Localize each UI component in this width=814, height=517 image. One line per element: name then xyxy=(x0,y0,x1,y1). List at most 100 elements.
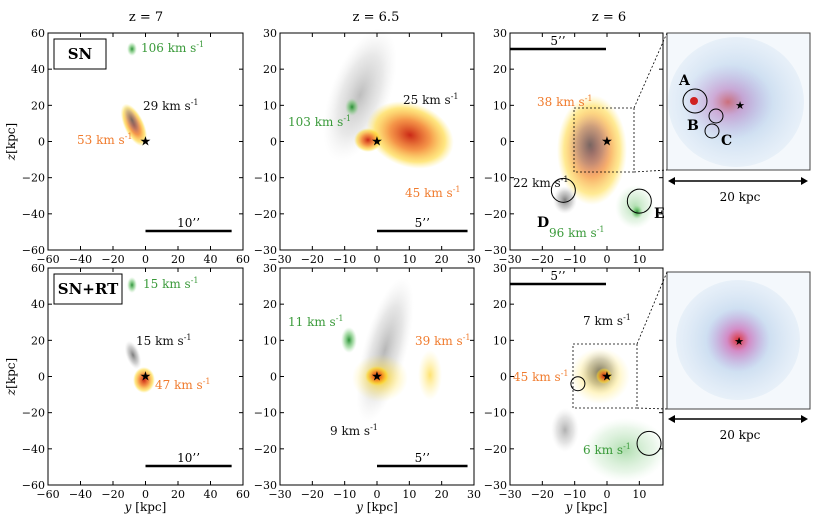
x-tick-label: 60 xyxy=(236,253,250,266)
green-gas-blob xyxy=(341,327,357,353)
clump-label-d: D xyxy=(537,215,549,231)
star-marker: ★ xyxy=(735,99,745,112)
clump-core xyxy=(690,97,698,105)
clump-circle-b xyxy=(708,108,724,124)
run-label-box xyxy=(53,38,107,70)
velocity-label: 15 km s-1 xyxy=(143,276,199,291)
velocity-label: 96 km s-1 xyxy=(549,225,605,240)
x-tick-label: 0 xyxy=(604,488,611,501)
y-tick-label: −40 xyxy=(22,443,45,456)
orange-gas-blob xyxy=(365,366,389,386)
clump-label-c: C xyxy=(721,133,732,149)
x-axis-label: y [kpc] xyxy=(355,500,398,514)
x-tick-label: 0 xyxy=(142,253,149,266)
galaxy-center-star: ★ xyxy=(371,135,383,150)
velocity-label: 53 km s-1 xyxy=(77,132,133,147)
velocity-label: 103 km s-1 xyxy=(288,114,351,129)
x-tick-label: −30 xyxy=(268,253,291,266)
x-tick-label: 20 xyxy=(171,253,185,266)
chart-panel: −30 −20 −10 0 10 30 20 10 0 −10 −20 −30 ★ 5’’ 7 km s-1… xyxy=(484,262,664,514)
x-tick-label: −30 xyxy=(498,488,521,501)
y-tick-label: −40 xyxy=(22,208,45,221)
velocity-label: 47 km s-1 xyxy=(155,377,211,392)
x-tick-label: −20 xyxy=(301,253,324,266)
grey-stars-blob xyxy=(568,113,612,177)
chart-panel: −30 −20 −10 0 10 20 30 30 20 10 0 −10 −20 −30 ★ 5’’ 11 k… xyxy=(254,262,481,514)
x-tick-label: −10 xyxy=(333,488,356,501)
inset-top-frame xyxy=(666,32,811,171)
arrowhead-left xyxy=(668,177,675,185)
zoom-connector xyxy=(633,32,668,109)
x-tick-label: 20 xyxy=(435,488,449,501)
x-tick-label: −20 xyxy=(101,253,124,266)
pink-disc xyxy=(683,64,773,140)
velocity-label: 11 km s-1 xyxy=(288,314,344,329)
x-tick-label: −60 xyxy=(36,253,59,266)
x-tick-label: 40 xyxy=(204,488,218,501)
y-tick-label: 0 xyxy=(270,136,277,149)
arrowhead-right xyxy=(801,415,808,423)
star-marker: ★ xyxy=(734,335,744,348)
orange-gas-blob xyxy=(133,367,155,393)
x-tick-label: −40 xyxy=(69,253,92,266)
green-gas-blob xyxy=(127,42,137,56)
velocity-label: 9 km s-1 xyxy=(330,423,378,438)
orange-gas-blob xyxy=(596,368,612,384)
galaxy-center-star: ★ xyxy=(140,370,152,385)
grey-stars-blob xyxy=(553,186,577,214)
x-tick-label: 40 xyxy=(204,253,218,266)
velocity-label: 45 km s-1 xyxy=(405,185,461,200)
y-tick-label: 10 xyxy=(263,334,277,347)
yellow-gas-blob xyxy=(418,350,442,400)
y-tick-label: 10 xyxy=(493,334,507,347)
clump-label-b: B xyxy=(687,118,699,134)
arrowhead-right xyxy=(801,177,808,185)
scale-bar-label: 5’’ xyxy=(415,216,430,230)
zoom-region-bottom xyxy=(572,343,638,409)
velocity-label: 38 km s-1 xyxy=(537,94,593,109)
x-tick-label: −30 xyxy=(498,253,521,266)
velocity-label: 45 km s-1 xyxy=(513,369,569,384)
velocity-label: 22 km s-1 xyxy=(513,175,569,190)
grey-stars-blob xyxy=(124,340,142,370)
clump-circle-e xyxy=(626,188,652,214)
clump-circle xyxy=(636,430,662,456)
velocity-label: 7 km s-1 xyxy=(583,313,631,328)
x-tick-label: 30 xyxy=(467,253,481,266)
x-tick-label: 20 xyxy=(435,253,449,266)
x-tick-label: −10 xyxy=(563,488,586,501)
zoom-connector xyxy=(636,407,668,410)
zoom-connector xyxy=(633,169,668,173)
y-tick-label: −30 xyxy=(484,244,507,257)
x-tick-label: −30 xyxy=(268,488,291,501)
x-tick-label: −20 xyxy=(531,253,554,266)
y-tick-label: 0 xyxy=(270,371,277,384)
y-tick-label: −30 xyxy=(254,244,277,257)
x-tick-label: 10 xyxy=(402,488,416,501)
x-tick-label: 10 xyxy=(632,253,646,266)
y-tick-label: 60 xyxy=(31,262,45,275)
galaxy-center-star: ★ xyxy=(371,370,383,385)
green-gas-blob xyxy=(583,418,667,482)
clump-label-e: E xyxy=(654,206,665,222)
x-tick-label: −20 xyxy=(301,488,324,501)
y-tick-label: −10 xyxy=(484,407,507,420)
y-tick-label: 10 xyxy=(493,99,507,112)
y-tick-label: 20 xyxy=(31,334,45,347)
y-tick-label: 20 xyxy=(493,298,507,311)
inset-scale-label: 20 kpc xyxy=(720,428,761,442)
y-tick-label: 60 xyxy=(31,27,45,40)
y-tick-label: 20 xyxy=(263,298,277,311)
run-label: SN xyxy=(68,45,93,63)
scale-bar-label: 5’’ xyxy=(550,34,565,48)
x-tick-label: −10 xyxy=(563,253,586,266)
y-tick-label: 30 xyxy=(263,262,277,275)
x-tick-label: −20 xyxy=(531,488,554,501)
arrowhead-left xyxy=(668,415,675,423)
grey-stars-blob xyxy=(356,277,414,423)
clump-circle-d xyxy=(550,177,576,203)
zoom-region-top xyxy=(573,107,635,173)
y-tick-label: −10 xyxy=(484,172,507,185)
grey-stars-blob xyxy=(323,28,397,162)
